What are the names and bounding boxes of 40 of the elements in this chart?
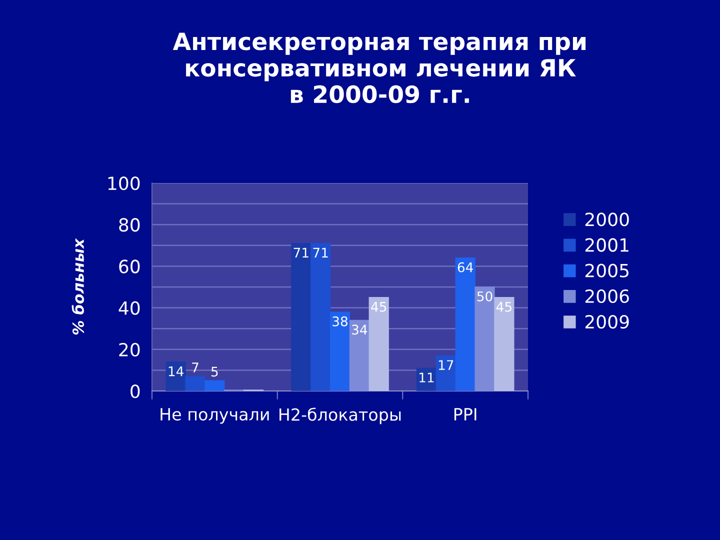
- bar: [494, 297, 514, 391]
- y-tick-label: 60: [119, 260, 140, 274]
- legend-label: 2000: [585, 212, 629, 226]
- legend-label: 2005: [585, 264, 628, 278]
- x-tick-label: H2-блокаторы: [280, 408, 401, 424]
- data-label: 50: [477, 291, 492, 302]
- y-tick-label: 20: [119, 342, 140, 357]
- data-label: 64: [458, 262, 473, 272]
- bar: [349, 320, 370, 391]
- y-axis-title: % больных: [72, 238, 84, 335]
- data-label: 11: [420, 372, 434, 382]
- bar: [436, 355, 456, 391]
- bar: [291, 242, 312, 391]
- y-tick-label: 100: [108, 176, 140, 190]
- y-tick-label: 0: [130, 384, 140, 398]
- y-tick-label: 40: [118, 301, 140, 315]
- bar: [310, 242, 331, 391]
- bar: [474, 286, 495, 391]
- data-label: 45: [371, 302, 386, 312]
- data-label: 34: [352, 324, 368, 335]
- data-label: 5: [211, 366, 218, 377]
- data-label: 45: [496, 302, 512, 312]
- bar: [330, 312, 350, 391]
- data-label: 71: [294, 248, 308, 258]
- bar: [455, 258, 476, 391]
- x-tick-label: Не получали: [160, 408, 269, 424]
- data-label: 14: [168, 366, 184, 376]
- legend-label: 2006: [585, 289, 629, 304]
- legend-label: 2001: [585, 238, 628, 252]
- bar: [185, 376, 206, 391]
- data-label: 17: [438, 360, 454, 370]
- legend-label: 2009: [585, 314, 629, 329]
- bar: [368, 297, 389, 391]
- x-tick-label: PPI: [454, 408, 476, 420]
- data-label: 71: [313, 248, 328, 258]
- y-tick-label: 80: [119, 218, 140, 232]
- data-label: 38: [332, 316, 348, 326]
- chart-title: Антисекреторная терапия при консервативном лечении ЯК в 2000-09 г.г.: [172, 32, 586, 104]
- data-label: 7: [192, 362, 198, 372]
- bar: [204, 380, 225, 391]
